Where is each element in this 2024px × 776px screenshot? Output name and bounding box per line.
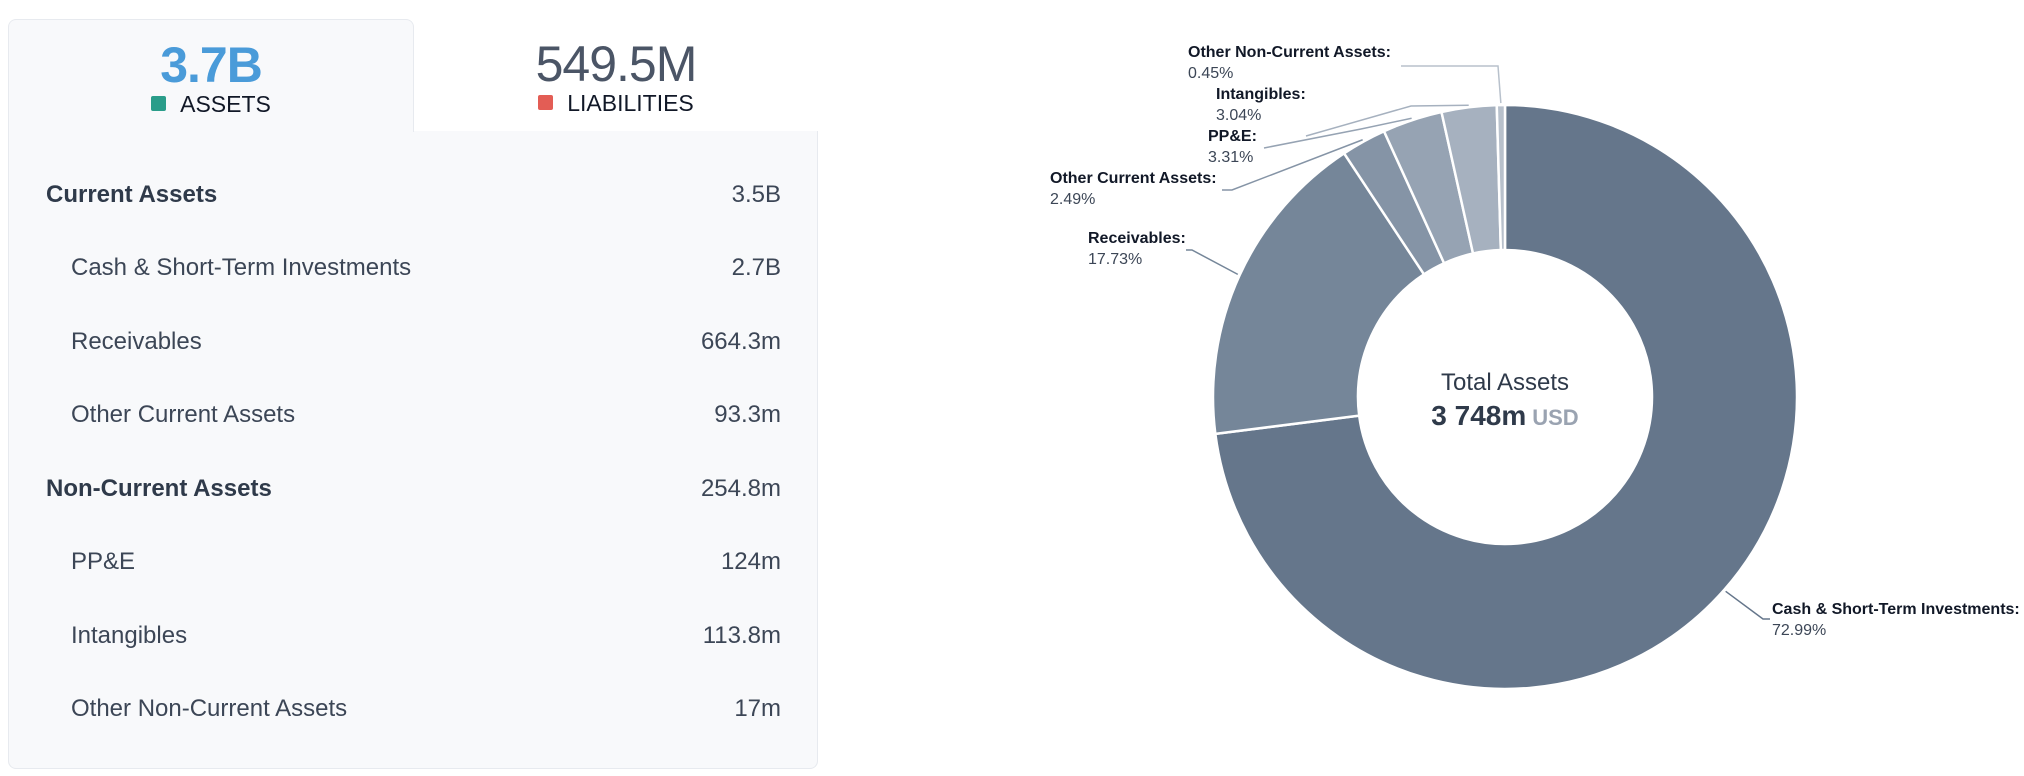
slice-name-label: Cash & Short-Term Investments: <box>1772 601 2020 618</box>
donut-slice[interactable] <box>1495 103 1507 252</box>
annotation-connector <box>1186 249 1239 276</box>
table-group-row: Current Assets 3.5B <box>9 175 817 215</box>
assets-legend-swatch <box>151 96 167 111</box>
donut-slice[interactable] <box>1211 152 1426 436</box>
row-label: Intangibles <box>71 622 188 649</box>
table-row: Intangibles 113.8m <box>9 616 817 656</box>
row-value: 254.8m <box>700 475 781 502</box>
row-value: 124m <box>720 548 781 575</box>
assets-tab-label: ASSETS <box>9 90 413 118</box>
table-row: Receivables 664.3m <box>9 322 817 362</box>
annotation-connector <box>1725 590 1770 620</box>
row-label: Other Non-Current Assets <box>71 695 348 722</box>
row-label: PP&E <box>71 548 136 575</box>
slice-name-label: Other Non-Current Assets: <box>1188 44 1391 61</box>
annotation-connector <box>1222 139 1363 191</box>
liabilities-label-text: LIABILITIES <box>567 90 694 116</box>
balance-panel: 3.7B ASSETS 549.5M LIABILITIES Current A… <box>8 19 818 769</box>
row-value: 664.3m <box>700 328 781 355</box>
center-title: Total Assets <box>1441 369 1569 396</box>
donut-slice[interactable] <box>1214 103 1799 691</box>
assets-breakdown-table: Current Assets 3.5B Cash & Short-Term Inve… <box>8 131 818 769</box>
center-total-value: 3 748m <box>1431 400 1526 431</box>
assets-total-value: 3.7B <box>160 37 263 93</box>
slice-percent-label: 2.49% <box>1050 191 1095 208</box>
center-total-unit: USD <box>1532 405 1578 430</box>
assets-label-text: ASSETS <box>180 91 271 117</box>
row-label: Non-Current Assets <box>46 475 272 502</box>
tab-liabilities[interactable]: 549.5M LIABILITIES <box>414 19 818 132</box>
row-value: 113.8m <box>702 622 781 649</box>
slice-percent-label: 3.31% <box>1208 149 1253 166</box>
donut-slices <box>1211 103 1799 691</box>
row-label: Other Current Assets <box>71 401 296 428</box>
donut-center: Total Assets 3 748m USD <box>1431 369 1578 431</box>
row-value: 2.7B <box>731 254 781 281</box>
table-row: Other Current Assets 93.3m <box>9 395 817 435</box>
annotation-connector <box>1401 65 1502 104</box>
liabilities-total-value: 549.5M <box>535 36 698 92</box>
table-group-row: Non-Current Assets 254.8m <box>9 469 817 509</box>
slice-name-label: PP&E: <box>1208 128 1257 145</box>
annotation-connector <box>1305 104 1469 137</box>
liabilities-tab-label: LIABILITIES <box>414 89 818 117</box>
annotation-connector <box>1263 117 1412 149</box>
slice-percent-label: 72.99% <box>1772 622 1826 639</box>
row-value: 17m <box>734 695 781 722</box>
slice-annotations: Cash & Short-Term Investments: 72.99% Rece… <box>1050 44 2020 639</box>
row-label: Receivables <box>71 328 202 355</box>
liabilities-legend-swatch <box>538 95 554 110</box>
row-label: Current Assets <box>46 181 218 208</box>
row-label: Cash & Short-Term Investments <box>71 254 412 281</box>
tab-assets[interactable]: 3.7B ASSETS <box>8 19 414 132</box>
slice-name-label: Intangibles: <box>1216 86 1306 103</box>
slice-name-label: Receivables: <box>1088 230 1186 247</box>
slice-percent-label: 0.45% <box>1188 65 1233 82</box>
row-value: 3.5B <box>731 181 781 208</box>
slice-name-label: Other Current Assets: <box>1050 170 1217 187</box>
slice-percent-label: 3.04% <box>1216 107 1261 124</box>
center-total: 3 748m USD <box>1431 400 1578 431</box>
table-row: PP&E 124m <box>9 542 817 582</box>
table-row: Cash & Short-Term Investments 2.7B <box>9 248 817 288</box>
table-row: Other Non-Current Assets 17m <box>9 689 817 729</box>
slice-percent-label: 17.73% <box>1088 251 1142 268</box>
row-value: 93.3m <box>714 401 781 428</box>
